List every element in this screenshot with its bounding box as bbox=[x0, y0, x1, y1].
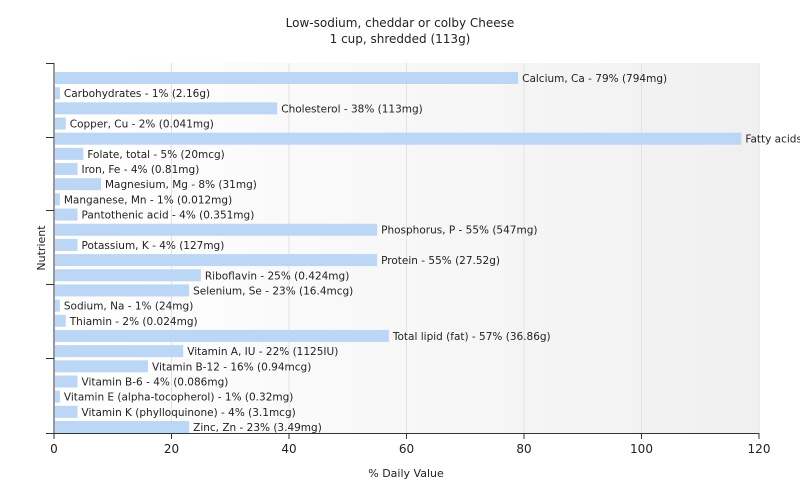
bar bbox=[55, 163, 78, 176]
bar bbox=[55, 193, 60, 206]
bar-label: Carbohydrates - 1% (2.16g) bbox=[64, 88, 210, 100]
bar bbox=[55, 178, 101, 191]
x-tick-label: 40 bbox=[281, 442, 296, 456]
bar-label: Iron, Fe - 4% (0.81mg) bbox=[82, 164, 200, 176]
bar bbox=[55, 421, 190, 433]
bar-label: Calcium, Ca - 79% (794mg) bbox=[522, 73, 667, 85]
bar-label: Pantothenic acid - 4% (0.351mg) bbox=[82, 210, 255, 222]
bar-label: Selenium, Se - 23% (16.4mcg) bbox=[193, 285, 353, 297]
bar bbox=[55, 208, 78, 221]
bar bbox=[55, 223, 378, 236]
bar-label: Vitamin B-12 - 16% (0.94mcg) bbox=[152, 361, 311, 373]
bar bbox=[55, 72, 519, 84]
bar-label: Phosphorus, P - 55% (547mg) bbox=[381, 225, 537, 237]
x-tick-label: 60 bbox=[399, 442, 414, 456]
bar-label: Protein - 55% (27.52g) bbox=[381, 255, 500, 267]
bar-label: Vitamin K (phylloquinone) - 4% (3.1mcg) bbox=[82, 407, 296, 419]
bar-label: Sodium, Na - 1% (24mg) bbox=[64, 301, 193, 313]
x-tick-label: 20 bbox=[164, 442, 179, 456]
bar-label: Riboflavin - 25% (0.424mg) bbox=[205, 270, 349, 282]
bar bbox=[55, 345, 184, 358]
bars-group: Calcium, Ca - 79% (794mg) Carbohydrates -… bbox=[55, 72, 800, 434]
axes-group: 0 20 40 60 80 100 120 bbox=[46, 63, 770, 456]
x-tick-label: 120 bbox=[748, 442, 771, 456]
bar-label: Folate, total - 5% (20mcg) bbox=[87, 149, 224, 161]
bar bbox=[55, 390, 60, 403]
bar-label: Vitamin E (alpha-tocopherol) - 1% (0.32m… bbox=[64, 392, 294, 404]
x-tick-label: 0 bbox=[50, 442, 58, 456]
bar bbox=[55, 269, 201, 282]
chart-title-block: Low-sodium, cheddar or colby Cheese 1 cu… bbox=[0, 15, 800, 47]
x-tick-label: 100 bbox=[630, 442, 653, 456]
bar-label: Vitamin B-6 - 4% (0.086mg) bbox=[82, 376, 229, 388]
bar-label: Fatty acids, total saturated - 117% (23.… bbox=[745, 134, 800, 146]
bar bbox=[55, 360, 148, 373]
bar bbox=[55, 329, 389, 342]
gridlines bbox=[171, 63, 760, 433]
bar bbox=[55, 238, 78, 251]
bar bbox=[55, 132, 742, 145]
bar bbox=[55, 102, 278, 115]
bar bbox=[55, 405, 78, 418]
bar-label: Manganese, Mn - 1% (0.012mg) bbox=[64, 194, 232, 206]
bar bbox=[55, 375, 78, 388]
x-axis-title: % Daily Value bbox=[368, 467, 444, 480]
bar-label: Potassium, K - 4% (127mg) bbox=[82, 240, 225, 252]
bar-label: Copper, Cu - 2% (0.041mg) bbox=[70, 119, 214, 131]
chart-subtitle: 1 cup, shredded (113g) bbox=[329, 32, 471, 46]
y-axis-title: Nutrient bbox=[35, 225, 48, 271]
bar-label: Thiamin - 2% (0.024mg) bbox=[69, 316, 198, 328]
chart-title: Low-sodium, cheddar or colby Cheese bbox=[285, 16, 515, 30]
bar bbox=[55, 299, 60, 312]
x-tick-label: 80 bbox=[516, 442, 531, 456]
bar bbox=[55, 117, 66, 130]
bar-label: Vitamin A, IU - 22% (1125IU) bbox=[187, 346, 338, 358]
bar-label: Cholesterol - 38% (113mg) bbox=[281, 103, 423, 115]
bar bbox=[55, 284, 190, 297]
bar-label: Magnesium, Mg - 8% (31mg) bbox=[105, 179, 257, 191]
bar bbox=[55, 147, 84, 160]
bar bbox=[55, 87, 60, 100]
bar bbox=[55, 254, 378, 267]
bar-label: Total lipid (fat) - 57% (36.86g) bbox=[392, 331, 551, 343]
bar-label: Zinc, Zn - 23% (3.49mg) bbox=[193, 422, 322, 434]
bar bbox=[55, 314, 66, 327]
